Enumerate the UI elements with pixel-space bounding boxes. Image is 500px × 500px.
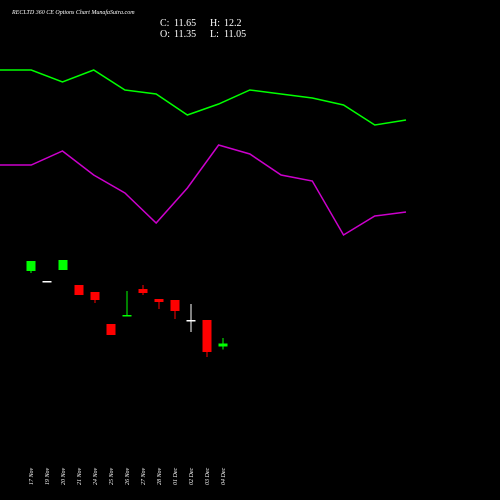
candle-body (186, 320, 196, 322)
x-tick-label: 24 Nov (92, 467, 99, 485)
x-tick-label: 04 Dec (220, 468, 227, 485)
candle-body (26, 261, 36, 271)
close-label: C: (160, 18, 169, 29)
indicator-line (0, 69, 407, 126)
open-value: 11.35 (174, 29, 196, 40)
candle-body (138, 289, 148, 293)
x-tick-label: 27 Nov (141, 467, 147, 485)
candle-body (218, 343, 228, 347)
candle-body (42, 281, 52, 283)
x-tick-label: 25 Nov (109, 467, 115, 485)
x-tick-label: 17 Nov (29, 467, 35, 485)
high-value: 12.2 (224, 18, 242, 29)
low-value: 11.05 (224, 29, 246, 40)
x-tick-label: 21 Nov (77, 467, 83, 485)
low-label: L: (210, 29, 219, 40)
indicator-line (0, 144, 407, 237)
x-tick-label: 01 Dec (173, 468, 179, 485)
chart-title: RECLTD 360 CE Options Chart MunafaSutra.… (11, 9, 135, 16)
x-tick-label: 03 Dec (205, 468, 211, 485)
candle-body (58, 260, 68, 270)
candle-body (170, 300, 180, 311)
candle-body (74, 285, 84, 295)
x-tick-label: 02 Dec (189, 468, 195, 485)
x-tick-label: 19 Nov (45, 467, 51, 485)
x-tick-label: 28 Nov (157, 467, 163, 485)
candle-body (106, 324, 116, 335)
candle-body (154, 299, 164, 302)
open-label: O: (160, 29, 170, 40)
candle-body (202, 320, 212, 352)
candle-body (122, 315, 132, 317)
close-value: 11.65 (174, 18, 196, 29)
high-label: H: (210, 18, 220, 29)
x-tick-label: 26 Nov (125, 467, 131, 485)
x-tick-label: 20 Nov (61, 467, 67, 485)
candle-body (90, 292, 100, 300)
